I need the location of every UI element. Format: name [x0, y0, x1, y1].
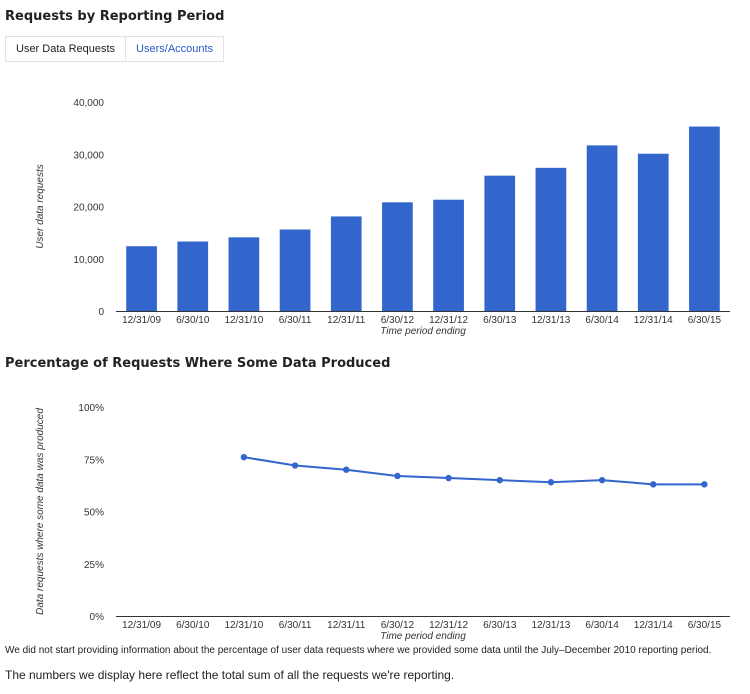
- x-tick-label: 6/30/10: [176, 620, 210, 631]
- y-tick-label: 100%: [78, 403, 104, 414]
- x-tick-label: 6/30/10: [176, 315, 210, 326]
- bar: [177, 241, 209, 311]
- y-tick-label: 25%: [84, 560, 104, 571]
- x-tick-label: 12/31/12: [429, 315, 468, 326]
- percentage-chart-title: Percentage of Requests Where Some Data P…: [5, 356, 391, 371]
- x-tick-label: 12/31/14: [634, 315, 673, 326]
- x-tick-label: 6/30/13: [483, 315, 517, 326]
- x-tick-label: 6/30/14: [585, 620, 619, 631]
- x-tick-label: 12/31/10: [224, 315, 263, 326]
- bar: [484, 175, 516, 311]
- bar: [228, 237, 260, 311]
- bar: [535, 167, 567, 311]
- bar: [637, 153, 669, 311]
- bar: [330, 216, 362, 311]
- tab-users-accounts[interactable]: Users/Accounts: [136, 43, 214, 55]
- data-point: [701, 481, 708, 488]
- data-point: [547, 479, 555, 486]
- x-tick-label: 6/30/11: [279, 620, 312, 631]
- x-tick-label: 12/31/11: [327, 620, 366, 631]
- x-tick-label: 12/31/11: [327, 315, 366, 326]
- data-point: [496, 476, 503, 484]
- data-point: [394, 472, 401, 480]
- tab-user-data-requests[interactable]: User Data Requests: [6, 37, 127, 61]
- bar: [689, 126, 720, 311]
- y-tick-label: 20,000: [73, 203, 104, 214]
- x-tick-label: 6/30/12: [381, 315, 415, 326]
- y-tick-label: 50%: [84, 508, 104, 519]
- data-point: [598, 476, 606, 484]
- data-point: [445, 474, 452, 482]
- x-tick-label: 12/31/10: [224, 620, 263, 631]
- bar: [382, 202, 413, 311]
- x-tick-label: 6/30/11: [279, 315, 312, 326]
- series-line: [243, 456, 705, 486]
- y-tick-label: 40,000: [73, 98, 104, 109]
- bar: [586, 145, 618, 311]
- requests-chart-title: Requests by Reporting Period: [5, 9, 225, 24]
- x-tick-label: 6/30/15: [688, 315, 722, 326]
- data-point: [291, 462, 299, 469]
- x-axis-label: Time period ending: [380, 631, 466, 642]
- bar: [279, 229, 311, 311]
- x-tick-label: 12/31/12: [429, 620, 468, 631]
- percentage-line-chart: 0% 25% 50% 75% 100% 12/31/09 6/30/10 12/31/10 6/…: [35, 403, 730, 642]
- y-axis-label: User data requests: [35, 164, 46, 249]
- x-tick-label: 12/31/14: [634, 620, 673, 631]
- bar: [126, 246, 157, 311]
- totals-note: The numbers we display here reflect the …: [5, 668, 455, 682]
- x-tick-label: 12/31/13: [531, 315, 570, 326]
- x-tick-label: 12/31/13: [531, 620, 570, 631]
- x-tick-label: 6/30/13: [483, 620, 517, 631]
- data-point: [650, 481, 657, 488]
- requests-bar-chart: 0 10,000 20,000 30,000 40,000 12/31/09 6/30/10…: [35, 98, 730, 337]
- chart-tabs: User Data Requests Users/Accounts: [5, 36, 225, 62]
- y-tick-label: 0%: [90, 612, 105, 623]
- x-tick-label: 6/30/14: [585, 315, 619, 326]
- x-tick-label: 12/31/09: [122, 315, 161, 326]
- data-point: [240, 453, 248, 461]
- y-tick-label: 10,000: [73, 255, 104, 266]
- x-tick-label: 6/30/12: [381, 620, 415, 631]
- y-tick-label: 30,000: [73, 150, 104, 161]
- bar: [433, 199, 464, 311]
- x-tick-label: 6/30/15: [688, 620, 722, 631]
- y-axis-label: Data requests where some data was produc…: [35, 408, 46, 615]
- x-tick-label: 12/31/09: [122, 620, 161, 631]
- y-tick-label: 75%: [84, 455, 104, 466]
- percentage-footnote: We did not start providing information a…: [5, 645, 712, 656]
- data-point: [343, 466, 350, 473]
- x-axis-label: Time period ending: [380, 326, 466, 337]
- y-tick-label: 0: [98, 307, 104, 318]
